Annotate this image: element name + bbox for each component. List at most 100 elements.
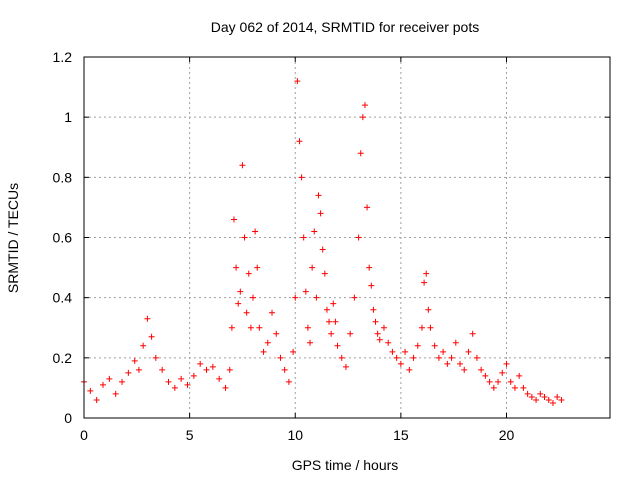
data-point: [482, 372, 489, 379]
data-point: [285, 378, 292, 385]
data-point: [119, 378, 126, 385]
data-point: [233, 264, 240, 271]
y-tick-label: 0.8: [53, 169, 73, 185]
data-point: [406, 366, 413, 373]
data-point: [389, 348, 396, 355]
data-point: [524, 390, 531, 397]
data-point: [264, 339, 271, 346]
x-tick-label: 5: [186, 427, 194, 443]
data-point: [361, 102, 368, 109]
data-point: [554, 393, 561, 400]
data-point: [321, 270, 328, 277]
data-point: [364, 204, 371, 211]
y-axis-label: SRMTID / TECUs: [5, 183, 21, 293]
data-point: [425, 306, 432, 313]
data-point: [376, 336, 383, 343]
data-point: [319, 246, 326, 253]
data-point: [410, 354, 417, 361]
grid-lines: [84, 57, 610, 418]
data-point: [452, 339, 459, 346]
data-point: [304, 324, 311, 331]
data-point: [281, 366, 288, 373]
data-point: [440, 348, 447, 355]
data-point: [473, 354, 480, 361]
data-point: [171, 384, 178, 391]
data-point: [359, 114, 366, 121]
y-tick-label: 0.6: [53, 230, 73, 246]
data-point: [230, 216, 237, 223]
data-point: [323, 306, 330, 313]
data-point: [499, 369, 506, 376]
data-point: [254, 264, 261, 271]
data-point: [296, 138, 303, 145]
data-point: [226, 366, 233, 373]
data-point: [435, 354, 442, 361]
data-point: [520, 384, 527, 391]
data-point: [541, 393, 548, 400]
data-point: [490, 384, 497, 391]
data-point: [273, 330, 280, 337]
data-point: [87, 387, 94, 394]
data-point: [315, 192, 322, 199]
data-point: [366, 264, 373, 271]
data-point: [300, 234, 307, 241]
data-point: [125, 369, 132, 376]
data-point: [241, 234, 248, 241]
data-point: [507, 378, 514, 385]
data-point: [256, 324, 263, 331]
data-point: [351, 294, 358, 301]
data-point: [106, 375, 113, 382]
data-point: [537, 390, 544, 397]
data-point: [100, 381, 107, 388]
y-tick-label: 0: [64, 410, 72, 426]
data-point: [448, 354, 455, 361]
data-point: [495, 378, 502, 385]
chart-title: Day 062 of 2014, SRMTID for receiver pot…: [211, 19, 479, 35]
data-points: [81, 78, 565, 406]
data-point: [309, 264, 316, 271]
data-point: [368, 282, 375, 289]
y-tick-label: 0.4: [53, 290, 73, 306]
x-tick-label: 0: [80, 427, 88, 443]
data-point: [503, 360, 510, 367]
data-point: [486, 378, 493, 385]
data-point: [209, 363, 216, 370]
data-point: [311, 228, 318, 235]
x-axis-label: GPS time / hours: [292, 457, 399, 473]
data-point: [235, 300, 242, 307]
data-point: [357, 150, 364, 157]
data-point: [216, 375, 223, 382]
x-tick-label: 15: [393, 427, 409, 443]
data-point: [178, 375, 185, 382]
data-point: [342, 363, 349, 370]
data-point: [528, 393, 535, 400]
data-point: [140, 342, 147, 349]
data-point: [418, 324, 425, 331]
data-point: [478, 366, 485, 373]
data-point: [457, 360, 464, 367]
data-point: [260, 348, 267, 355]
data-point: [144, 315, 151, 322]
data-point: [338, 354, 345, 361]
data-point: [332, 318, 339, 325]
data-point: [423, 270, 430, 277]
axis-ticks: 0 5 10 15 20 0 0.2 0.4 0.6 0.8 1 1.2: [53, 49, 610, 443]
data-point: [294, 78, 301, 85]
data-point: [334, 342, 341, 349]
data-point: [545, 396, 552, 403]
data-point: [269, 309, 276, 316]
data-point: [249, 294, 256, 301]
data-point: [421, 279, 428, 286]
data-point: [374, 330, 381, 337]
data-point: [239, 162, 246, 169]
data-point: [203, 366, 210, 373]
data-point: [247, 324, 254, 331]
x-tick-label: 10: [287, 427, 303, 443]
y-tick-label: 1: [64, 109, 72, 125]
data-point: [393, 354, 400, 361]
data-point: [252, 228, 259, 235]
plot-frame: [83, 56, 611, 419]
data-point: [112, 390, 119, 397]
data-point: [444, 360, 451, 367]
data-point: [292, 294, 299, 301]
